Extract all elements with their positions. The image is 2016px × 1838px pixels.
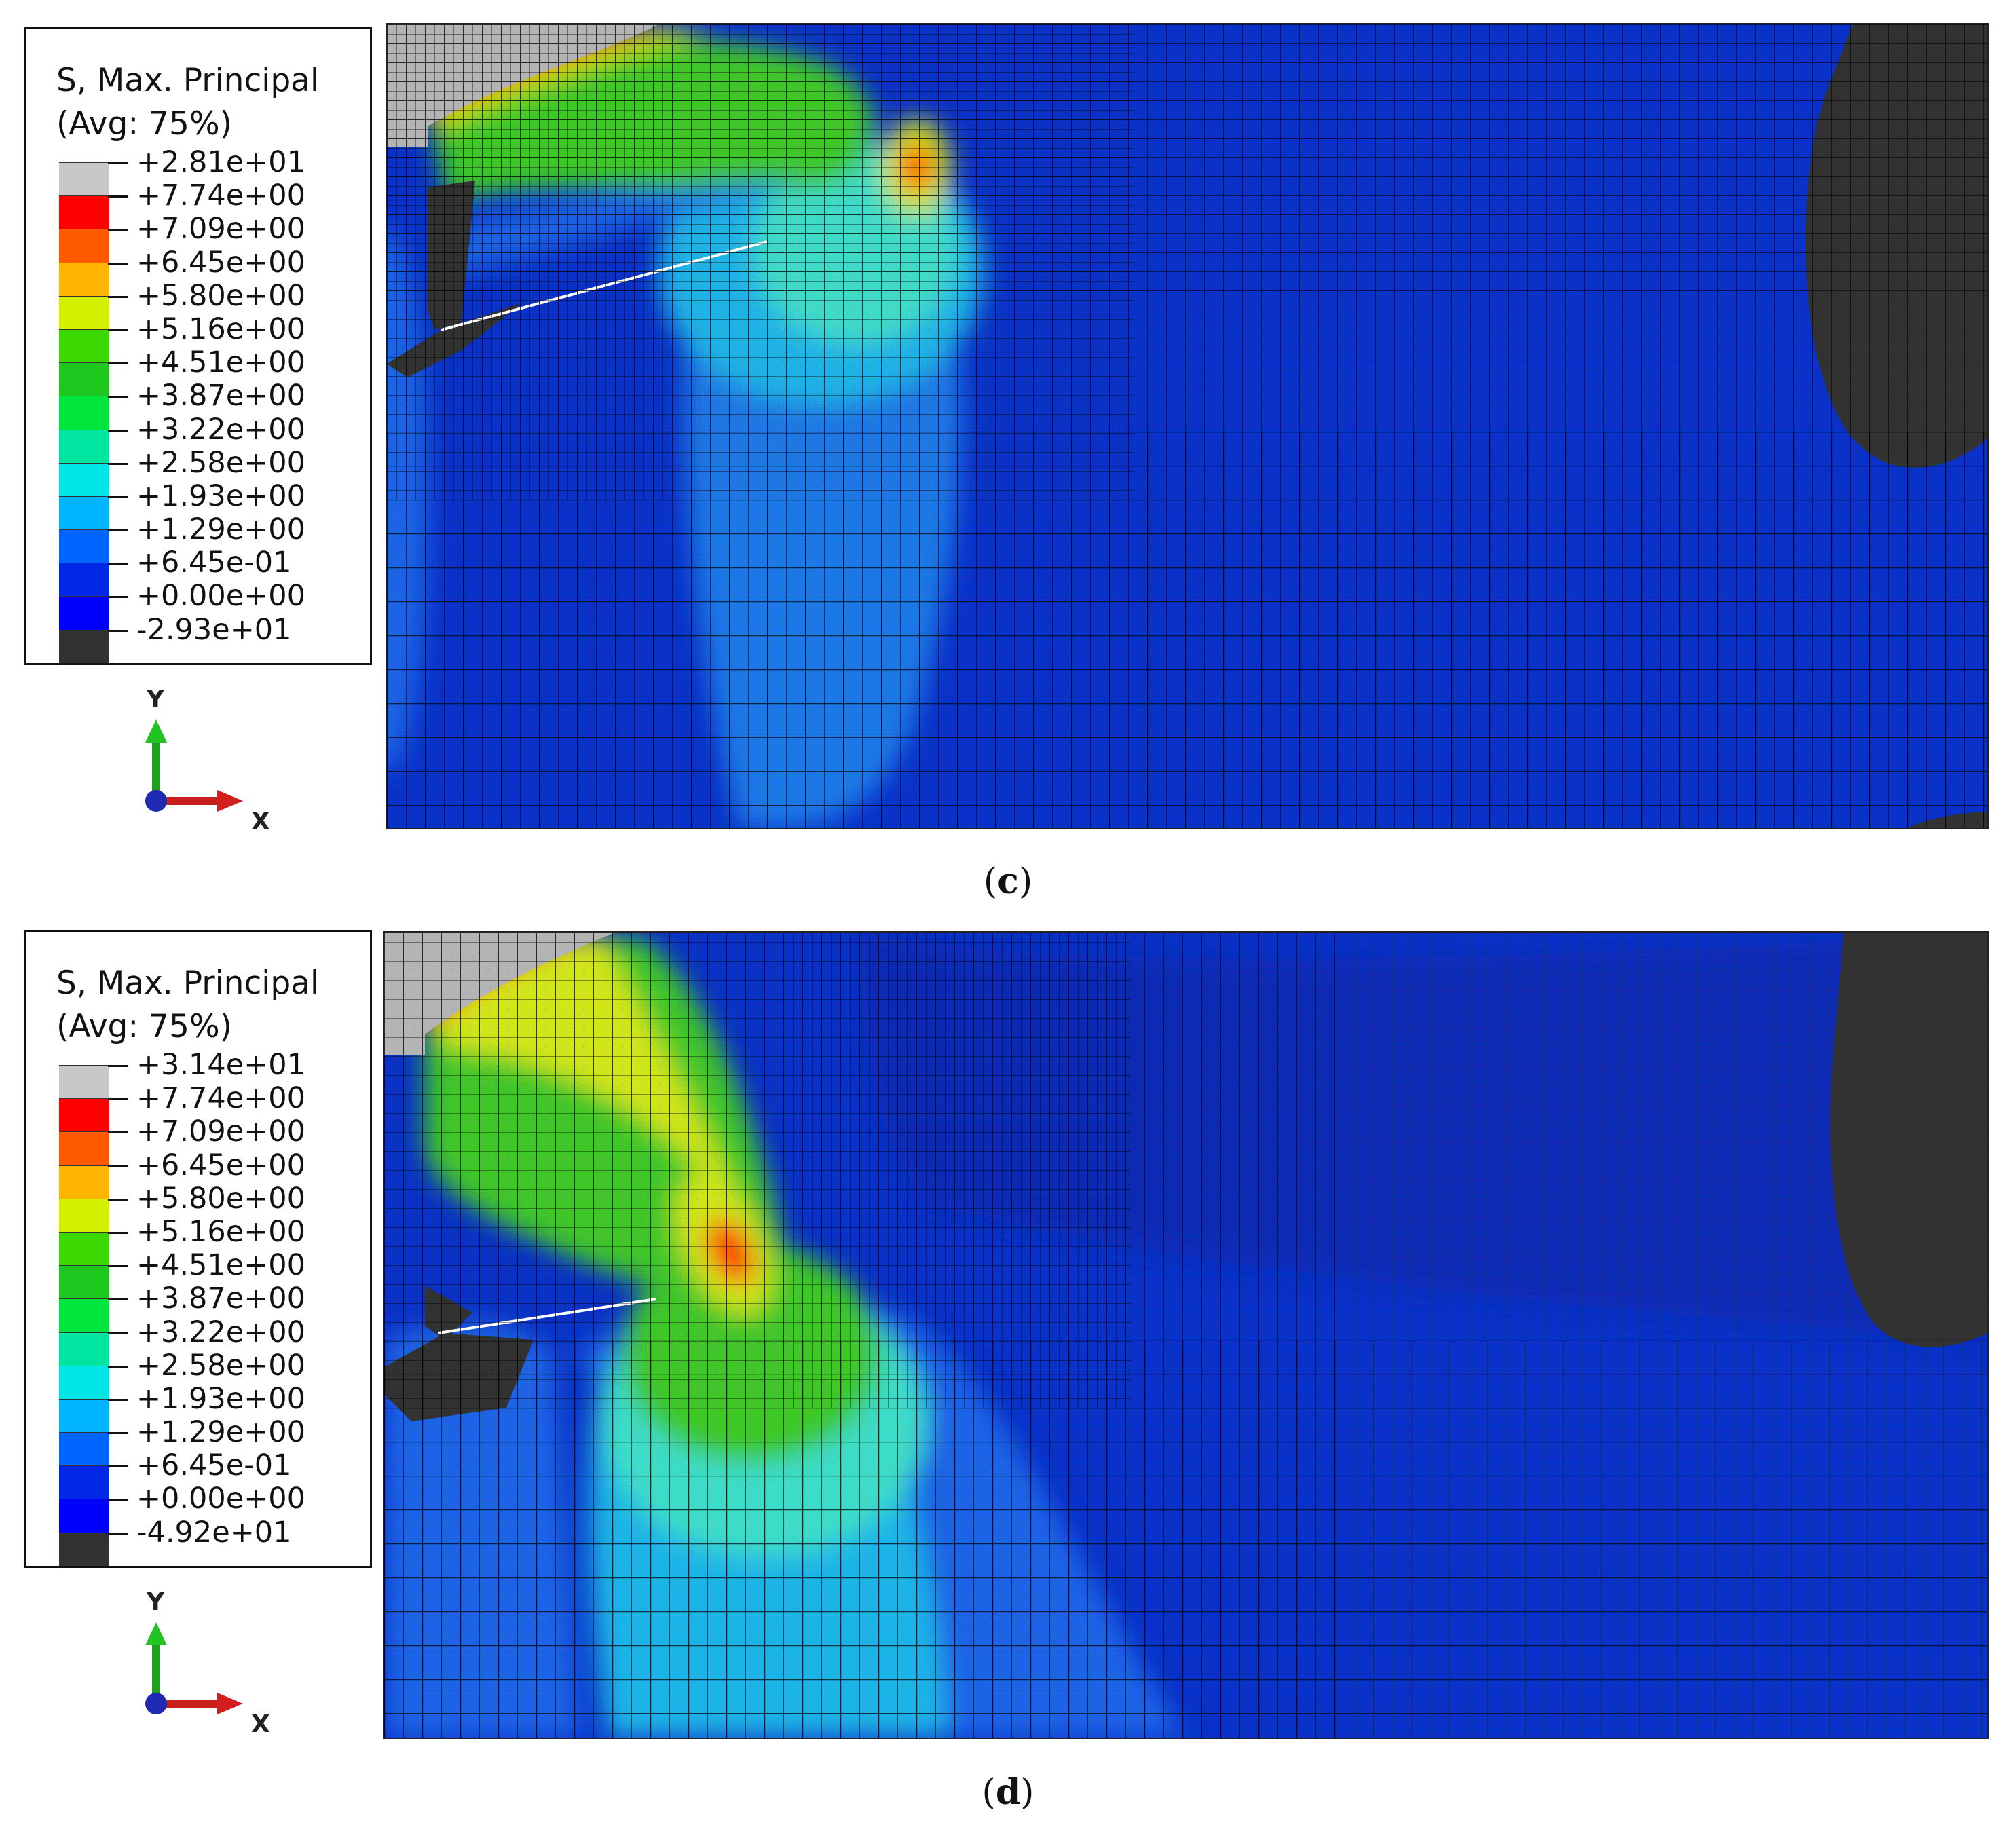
legend-value: +7.74e+00 [108, 179, 305, 212]
fem-contour-plot [383, 931, 1989, 1739]
legend-value: +5.80e+00 [108, 1182, 305, 1216]
legend-tick-labels: +2.81e+01 +7.74e+00 +7.09e+00 +6.45e+00 … [108, 145, 305, 647]
legend-value: +3.14e+01 [108, 1048, 305, 1082]
legend-value: +4.51e+00 [108, 1249, 305, 1282]
legend-value: +1.29e+00 [108, 1415, 305, 1449]
swatch [59, 1499, 109, 1533]
swatch [59, 1098, 109, 1132]
legend-value: +2.58e+00 [108, 446, 305, 480]
axis-x-label: X [251, 1710, 270, 1738]
legend-value: +2.58e+00 [108, 1349, 305, 1383]
swatch [59, 229, 109, 263]
legend-value: +7.74e+00 [108, 1082, 305, 1115]
swatch [59, 396, 109, 430]
triad-arrows-icon [145, 719, 243, 812]
legend-averaging: (Avg: 75%) [56, 1008, 232, 1045]
legend-title: S, Max. Principal [56, 62, 320, 99]
legend-value: +7.09e+00 [108, 212, 305, 246]
swatch [59, 1432, 109, 1466]
legend: S, Max. Principal (Avg: 75%) +2.81e+01 +… [24, 27, 372, 665]
legend-tick-labels: +3.14e+01 +7.74e+00 +7.09e+00 +6.45e+00 … [108, 1048, 305, 1550]
swatch [59, 629, 109, 663]
legend-value: +5.16e+00 [108, 312, 305, 346]
legend-value: +5.16e+00 [108, 1215, 305, 1249]
legend-value: +3.87e+00 [108, 379, 305, 413]
swatch [59, 563, 109, 597]
swatch [59, 1231, 109, 1266]
swatch [59, 1198, 109, 1232]
legend-value: -2.93e+01 [108, 613, 305, 647]
swatch [59, 1365, 109, 1399]
swatch [59, 462, 109, 496]
legend-value: +5.80e+00 [108, 279, 305, 313]
fem-contour-plot [386, 23, 1989, 829]
legend-value: +3.22e+00 [108, 413, 305, 447]
swatch [59, 295, 109, 329]
legend-value: +6.45e+00 [108, 246, 305, 280]
legend-value: +6.45e-01 [108, 546, 305, 580]
axis-x-label: X [251, 808, 270, 836]
panel-caption: (d) [982, 1771, 1034, 1813]
swatch [59, 1398, 109, 1433]
coordinate-triad: Y X [122, 1588, 272, 1738]
panel-d: S, Max. Principal (Avg: 75%) +3.14e+01 +… [0, 903, 2016, 1819]
panel-caption: (c) [983, 861, 1033, 902]
swatch [59, 596, 109, 630]
swatch [59, 1532, 109, 1566]
legend-value: +3.87e+00 [108, 1282, 305, 1315]
triad-arrows-icon [145, 1622, 243, 1714]
swatch [59, 1265, 109, 1299]
legend-value: +1.93e+00 [108, 479, 305, 513]
swatch [59, 1465, 109, 1499]
swatch [59, 195, 109, 229]
swatch [59, 362, 109, 396]
swatch [59, 495, 109, 530]
swatch [59, 1131, 109, 1165]
legend-value: +1.93e+00 [108, 1382, 305, 1416]
legend-value: +1.29e+00 [108, 512, 305, 546]
legend-title: S, Max. Principal [56, 964, 320, 1002]
legend-value: +0.00e+00 [108, 580, 305, 613]
legend-value: +7.09e+00 [108, 1115, 305, 1148]
swatch [59, 1298, 109, 1332]
coordinate-triad: Y X [122, 686, 272, 836]
legend: S, Max. Principal (Avg: 75%) +3.14e+01 +… [24, 930, 372, 1568]
legend-value: -4.92e+01 [108, 1516, 305, 1550]
swatch [59, 162, 109, 196]
legend-value: +6.45e+00 [108, 1148, 305, 1182]
swatch [59, 262, 109, 296]
swatch [59, 429, 109, 463]
swatch [59, 1065, 109, 1099]
panel-c: S, Max. Principal (Avg: 75%) +2.81e+01 +… [0, 0, 2016, 916]
legend-value: +0.00e+00 [108, 1482, 305, 1516]
axis-y-label: Y [147, 1588, 165, 1616]
swatch [59, 529, 109, 563]
legend-value: +3.22e+00 [108, 1315, 305, 1349]
swatch [59, 329, 109, 363]
axis-y-label: Y [147, 686, 165, 713]
swatch [59, 1332, 109, 1366]
legend-value: +2.81e+01 [108, 145, 305, 179]
swatch [59, 1165, 109, 1199]
legend-color-scale [59, 1065, 109, 1566]
legend-value: +6.45e-01 [108, 1449, 305, 1482]
legend-color-scale [59, 162, 109, 663]
legend-value: +4.51e+00 [108, 346, 305, 379]
legend-averaging: (Avg: 75%) [56, 105, 232, 143]
